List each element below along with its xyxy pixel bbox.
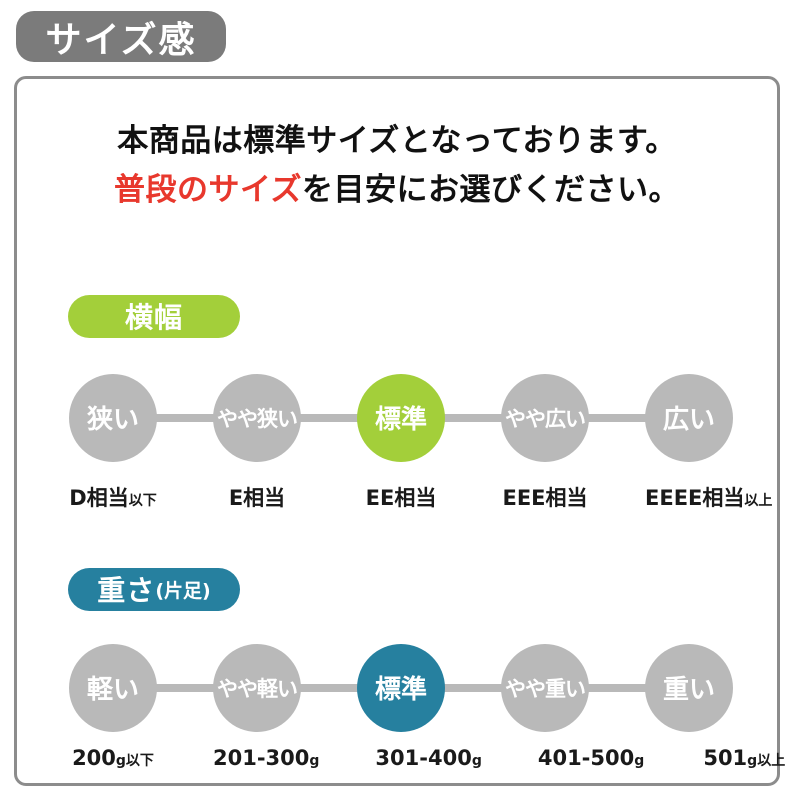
weight-value-labels: 200 g以下 201-300 g 301-400 g 401-500 g 501 g以上	[17, 745, 785, 770]
width-step-wide: 広い	[645, 373, 733, 462]
weight-step-slightly-light: やや軽い	[213, 643, 301, 732]
weight-step-heavy-label: 重い	[662, 675, 715, 706]
value-label: 501 g以上	[703, 745, 786, 770]
width-section-label: 横幅	[124, 301, 183, 335]
weight-step-standard-label: 標準	[374, 675, 427, 706]
value-label: EEE相当	[502, 485, 588, 510]
page-title-badge: サイズ感	[16, 11, 226, 62]
value-label: EEEE相当 以上	[645, 485, 773, 510]
weight-step-slightly-heavy: やや重い	[501, 643, 589, 732]
width-step-slightly-wide: やや広い	[501, 373, 589, 462]
value-label: 201-300 g	[213, 745, 320, 770]
value-label: D相当 以下	[69, 485, 157, 510]
value-label: 200 g以下	[72, 745, 154, 770]
weight-step-slightly-heavy-label: やや重い	[505, 676, 586, 701]
weight-step-heavy: 重い	[645, 643, 733, 732]
width-step-slightly-wide-label: やや広い	[505, 406, 586, 431]
width-step-slightly-narrow: やや狭い	[213, 373, 301, 462]
weight-section-label: 重さ	[97, 574, 156, 608]
width-step-standard-active: 標準	[357, 373, 445, 462]
value-label: E相当	[228, 485, 286, 510]
intro-line-2-rest: を目安にお選びください。	[302, 171, 681, 208]
weight-step-light: 軽い	[69, 643, 157, 732]
width-step-standard-label: 標準	[374, 405, 427, 436]
width-section-badge: 横幅	[68, 294, 240, 338]
value-label: 301-400 g	[375, 745, 482, 770]
intro-line-1: 本商品は標準サイズとなっております。	[117, 123, 677, 159]
weight-section-badge: 重さ (片足)	[68, 567, 240, 611]
intro-highlight: 普段のサイズ	[113, 171, 303, 208]
weight-step-standard-active: 標準	[357, 643, 445, 732]
value-label: EE相当	[365, 485, 437, 510]
size-info-panel: 本商品は標準サイズとなっております。 普段のサイズを目安にお選びください。 横幅…	[14, 76, 785, 786]
page-title: サイズ感	[45, 19, 197, 61]
weight-step-slightly-light-label: やや軽い	[217, 676, 298, 701]
width-value-labels: D相当 以下 E相当 EE相当 EEE相当 EEEE相当 以上	[17, 482, 777, 512]
intro-line-2: 普段のサイズを目安にお選びください。	[17, 166, 777, 215]
intro-text: 本商品は標準サイズとなっております。 普段のサイズを目安にお選びください。	[17, 117, 777, 215]
value-label: 401-500 g	[537, 745, 645, 770]
width-step-slightly-narrow-label: やや狭い	[217, 406, 298, 431]
width-step-narrow: 狭い	[69, 373, 157, 462]
width-step-wide-label: 広い	[662, 405, 715, 436]
weight-scale: 軽い やや軽い 標準 やや重い 重い	[17, 643, 777, 732]
weight-step-light-label: 軽い	[86, 675, 139, 706]
width-scale: 狭い やや狭い 標準 やや広い 広い	[17, 373, 777, 462]
weight-section-label-small: (片足)	[155, 579, 211, 602]
width-step-narrow-label: 狭い	[86, 405, 139, 436]
